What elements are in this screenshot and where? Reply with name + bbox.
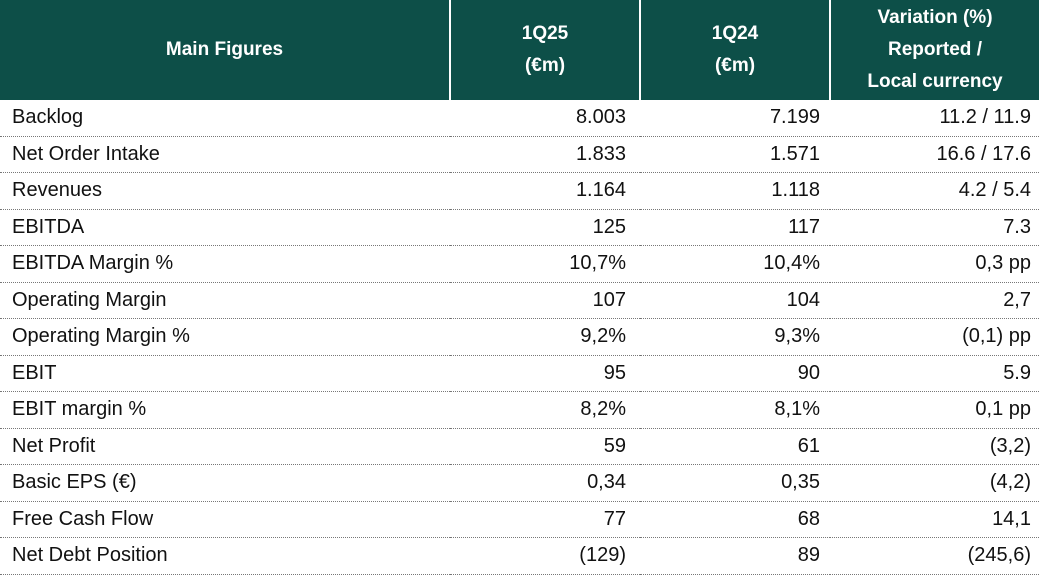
row-label: Free Cash Flow	[0, 501, 450, 538]
header-line: (€m)	[524, 55, 566, 76]
table-row: Basic EPS (€) 0,34 0,35 (4,2)	[0, 464, 1039, 502]
cell-value: (4,2)	[830, 464, 1039, 502]
cell-value: 0,35	[640, 464, 830, 502]
cell-value: 61	[640, 428, 830, 465]
table-row: EBITDA Margin % 10,7% 10,4% 0,3 pp	[0, 245, 1039, 283]
header-line: (€m)	[714, 55, 756, 76]
table-header: Main Figures 1Q25 (€m) 1Q24 (€m) Variation (%…	[0, 0, 1039, 100]
cell-value: 89	[640, 537, 830, 575]
row-label: Operating Margin %	[0, 318, 450, 356]
header-line: Variation (%)	[877, 7, 993, 28]
table-row: Operating Margin % 9,2% 9,3% (0,1) pp	[0, 318, 1039, 356]
cell-value: 59	[450, 428, 640, 465]
header-cell: Main Figures	[0, 0, 450, 100]
row-label: EBIT	[0, 355, 450, 392]
cell-value: 90	[640, 355, 830, 392]
table-body: Backlog 8.003 7.199 11.2 / 11.9 Net Order In…	[0, 100, 1039, 575]
table-row: Net Profit 59 61 (3,2)	[0, 428, 1039, 465]
cell-value: 8,1%	[640, 391, 830, 429]
cell-value: 95	[450, 355, 640, 392]
cell-value: (3,2)	[830, 428, 1039, 465]
cell-value: (0,1) pp	[830, 318, 1039, 356]
table-row: EBITDA 125 117 7.3	[0, 209, 1039, 246]
cell-value: 104	[640, 282, 830, 319]
cell-value: 1.833	[450, 136, 640, 173]
header-line: Reported /	[888, 39, 982, 60]
table-row: EBIT margin % 8,2% 8,1% 0,1 pp	[0, 391, 1039, 429]
table-row: Backlog 8.003 7.199 11.2 / 11.9	[0, 100, 1039, 137]
cell-value: 14,1	[830, 501, 1039, 538]
table-row: Revenues 1.164 1.118 4.2 / 5.4	[0, 172, 1039, 210]
header-line: 1Q25	[521, 23, 569, 44]
table-row: EBIT 95 90 5.9	[0, 355, 1039, 392]
header-row: Main Figures 1Q25 (€m) 1Q24 (€m) Variation (%…	[0, 0, 1039, 100]
row-label: Backlog	[0, 100, 450, 137]
cell-value: 77	[450, 501, 640, 538]
cell-value: 4.2 / 5.4	[830, 172, 1039, 210]
cell-value: 10,4%	[640, 245, 830, 283]
header-line: Main Figures	[165, 39, 284, 60]
cell-value: 8,2%	[450, 391, 640, 429]
cell-value: 10,7%	[450, 245, 640, 283]
row-label: Basic EPS (€)	[0, 464, 450, 502]
cell-value: 68	[640, 501, 830, 538]
row-label: EBIT margin %	[0, 391, 450, 429]
cell-value: 1.571	[640, 136, 830, 173]
cell-value: 7.199	[640, 100, 830, 137]
cell-value: 117	[640, 209, 830, 246]
cell-value: 0,1 pp	[830, 391, 1039, 429]
row-label: Net Debt Position	[0, 537, 450, 575]
cell-value: 9,3%	[640, 318, 830, 356]
table-row: Operating Margin 107 104 2,7	[0, 282, 1039, 319]
cell-value: 9,2%	[450, 318, 640, 356]
row-label: EBITDA	[0, 209, 450, 246]
table-row: Free Cash Flow 77 68 14,1	[0, 501, 1039, 538]
cell-value: 0,34	[450, 464, 640, 502]
header-cell: 1Q24 (€m)	[639, 0, 830, 100]
cell-value: 107	[450, 282, 640, 319]
header-cell: Variation (%) Reported / Local currency	[829, 0, 1039, 100]
row-label: Net Order Intake	[0, 136, 450, 173]
cell-value: 5.9	[830, 355, 1039, 392]
cell-value: 1.118	[640, 172, 830, 210]
cell-value: 2,7	[830, 282, 1039, 319]
cell-value: (245,6)	[830, 537, 1039, 575]
header-cell: 1Q25 (€m)	[449, 0, 640, 100]
header-line: Local currency	[867, 71, 1003, 92]
row-label: Operating Margin	[0, 282, 450, 319]
cell-value: 0,3 pp	[830, 245, 1039, 283]
row-label: Net Profit	[0, 428, 450, 465]
cell-value: 7.3	[830, 209, 1039, 246]
header-line: 1Q24	[711, 23, 759, 44]
row-label: Revenues	[0, 172, 450, 210]
table-row: Net Debt Position (129) 89 (245,6)	[0, 537, 1039, 575]
cell-value: (129)	[450, 537, 640, 575]
cell-value: 125	[450, 209, 640, 246]
row-label: EBITDA Margin %	[0, 245, 450, 283]
cell-value: 16.6 / 17.6	[830, 136, 1039, 173]
cell-value: 1.164	[450, 172, 640, 210]
cell-value: 11.2 / 11.9	[830, 100, 1039, 137]
cell-value: 8.003	[450, 100, 640, 137]
table-row: Net Order Intake 1.833 1.571 16.6 / 17.6	[0, 136, 1039, 173]
